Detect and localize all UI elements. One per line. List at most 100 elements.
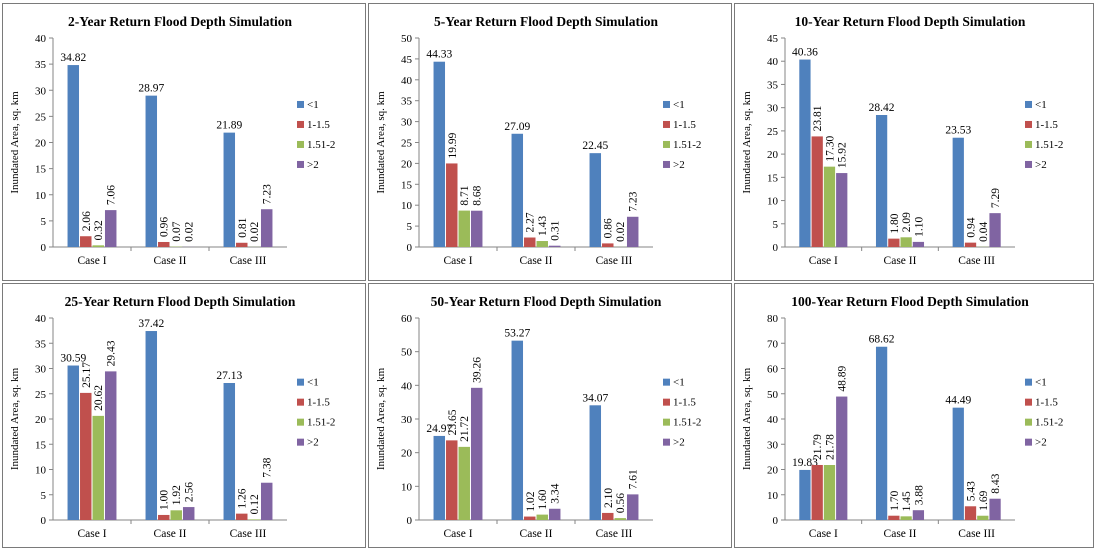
data-label: 44.49 — [945, 395, 971, 407]
bar — [836, 396, 848, 520]
x-tick-label: Case I — [77, 255, 106, 267]
bar — [80, 236, 92, 247]
legend-swatch — [663, 378, 670, 386]
data-label: 0.96 — [159, 217, 171, 237]
bar — [223, 132, 236, 247]
data-label: 2.09 — [901, 212, 913, 232]
bar — [912, 510, 925, 520]
bar-chart: 100-Year Return Flood Depth Simulation In… — [741, 294, 1063, 540]
y-tick-label: 5 — [407, 221, 413, 233]
data-label: 0.86 — [603, 218, 615, 238]
data-label: 21.72 — [459, 416, 471, 442]
data-label: 0.32 — [93, 220, 105, 240]
y-tick-label: 45 — [401, 54, 413, 66]
y-axis-label: Inundated Area, sq. km — [375, 91, 387, 194]
legend-swatch — [297, 160, 304, 168]
y-tick-label: 30 — [767, 103, 779, 115]
data-label: 25.17 — [81, 362, 93, 388]
data-label: 0.94 — [966, 217, 978, 237]
y-tick-label: 40 — [401, 75, 413, 87]
data-label: 2.06 — [81, 211, 93, 231]
data-label: 1.69 — [978, 490, 990, 510]
bar — [875, 346, 888, 520]
x-tick-label: Case I — [809, 255, 838, 267]
legend-label: <1 — [673, 99, 685, 111]
bar — [158, 514, 170, 520]
chart-panel-10-year: 10-Year Return Flood Depth Simulation Inu… — [734, 3, 1094, 281]
legend-label: 1-1.5 — [307, 397, 330, 409]
y-tick-label: 20 — [401, 448, 413, 460]
legend-label: 1.51-2 — [673, 417, 701, 429]
y-tick-label: 40 — [35, 313, 47, 325]
data-label: 0.56 — [615, 493, 627, 513]
legend-label: <1 — [1035, 99, 1047, 111]
y-tick-label: 30 — [767, 439, 779, 451]
bar — [248, 519, 260, 520]
bar — [67, 365, 80, 520]
bar — [964, 242, 977, 247]
data-label: 2.10 — [603, 488, 615, 508]
legend-swatch — [1025, 418, 1032, 426]
data-label: 2.27 — [525, 212, 537, 232]
y-tick-label: 35 — [401, 96, 413, 108]
bar — [470, 210, 483, 247]
bar — [236, 513, 248, 520]
x-tick-label: Case I — [443, 255, 472, 267]
y-tick-label: 15 — [401, 179, 413, 191]
data-label: 1.43 — [537, 216, 549, 236]
bar — [799, 469, 811, 520]
data-label: 27.13 — [216, 370, 242, 382]
chart-title: 2-Year Return Flood Depth Simulation — [68, 14, 293, 29]
y-tick-label: 25 — [35, 111, 47, 123]
data-label: 1.10 — [913, 217, 925, 237]
x-tick-label: Case II — [884, 255, 917, 267]
data-label: 7.23 — [262, 184, 274, 204]
data-label: 34.07 — [582, 392, 608, 404]
data-label: 23.65 — [447, 409, 459, 435]
bar — [182, 507, 195, 520]
y-tick-label: 30 — [401, 117, 413, 129]
x-tick-label: Case II — [520, 255, 553, 267]
data-label: 7.06 — [106, 185, 118, 205]
legend-label: 1.51-2 — [673, 139, 701, 151]
y-tick-label: 80 — [767, 313, 779, 325]
data-label: 44.33 — [426, 49, 452, 61]
bar — [433, 435, 446, 520]
legend-swatch — [1025, 438, 1032, 446]
bar — [875, 115, 888, 248]
legend-label: 1.51-2 — [307, 139, 335, 151]
x-tick-label: Case II — [154, 255, 187, 267]
bar — [900, 237, 912, 247]
bar — [158, 241, 170, 247]
y-axis-label: Inundated Area, sq. km — [741, 367, 753, 470]
bar — [260, 482, 273, 520]
bar — [92, 245, 104, 247]
bar — [888, 238, 900, 247]
x-tick-label: Case II — [154, 528, 187, 540]
chart-panel-50-year: 50-Year Return Flood Depth Simulation Inu… — [368, 283, 732, 548]
y-tick-label: 0 — [773, 242, 779, 254]
y-tick-label: 60 — [767, 364, 779, 376]
y-tick-label: 10 — [767, 196, 779, 208]
bar — [236, 242, 248, 247]
y-tick-label: 5 — [773, 219, 779, 231]
x-tick-label: Case III — [230, 255, 267, 267]
data-label: 1.02 — [525, 491, 537, 511]
bar — [602, 512, 614, 520]
data-label: 29.43 — [106, 340, 118, 366]
y-tick-label: 25 — [401, 138, 413, 150]
data-label: 1.45 — [901, 491, 913, 511]
bar — [614, 518, 626, 520]
y-tick-label: 10 — [35, 190, 47, 202]
bar — [548, 508, 561, 520]
y-tick-label: 20 — [767, 149, 779, 161]
legend-label: 1-1.5 — [1035, 119, 1058, 131]
bar-chart: 50-Year Return Flood Depth Simulation Inu… — [375, 294, 701, 540]
chart-panel-5-year: 5-Year Return Flood Depth Simulation Inun… — [368, 3, 732, 281]
y-axis-label: Inundated Area, sq. km — [9, 91, 21, 194]
data-label: 23.81 — [812, 105, 824, 131]
data-label: 39.26 — [472, 357, 484, 383]
data-label: 1.60 — [537, 489, 549, 509]
data-label: 8.68 — [472, 185, 484, 205]
legend-swatch — [297, 120, 304, 128]
